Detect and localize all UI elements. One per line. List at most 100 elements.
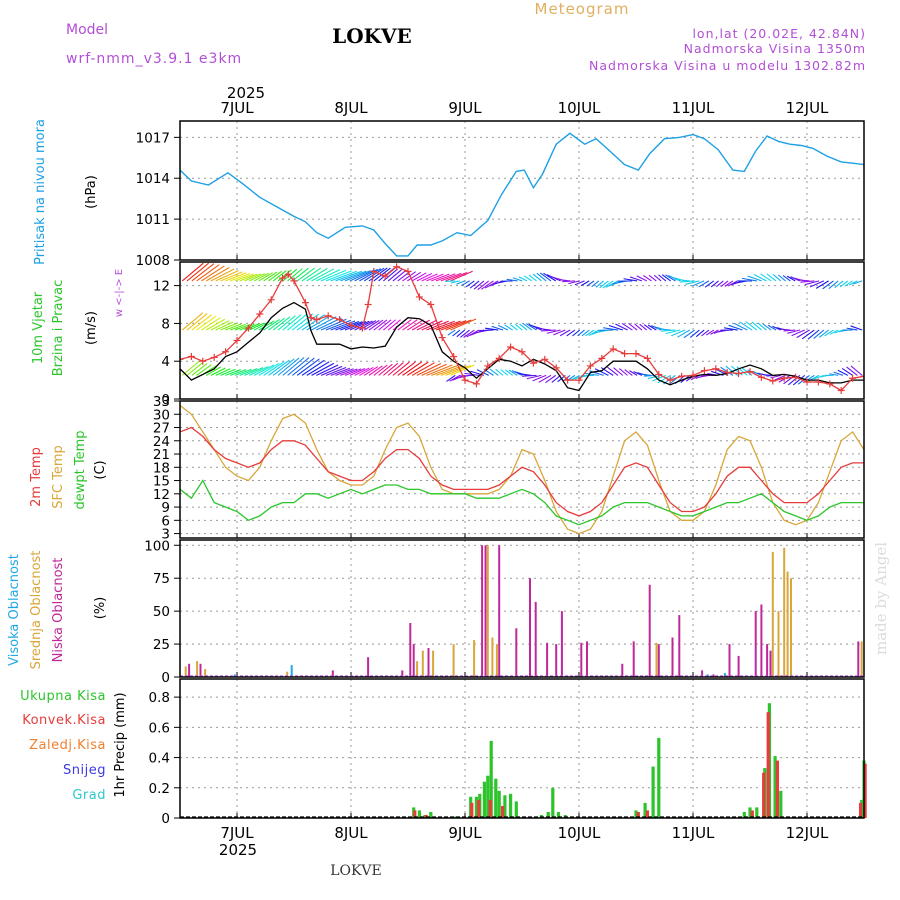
ytick-label: 4 xyxy=(161,354,170,370)
wind-arrow xyxy=(402,361,423,376)
wind-arrow xyxy=(459,374,475,377)
gust-marker xyxy=(609,345,617,353)
wind-arrow xyxy=(762,373,772,376)
niska-bar xyxy=(766,644,769,677)
niska-bar xyxy=(367,657,370,677)
wind-arrow xyxy=(205,366,221,376)
wind-arrow xyxy=(210,268,235,282)
temp2m-ylabel: 2m Temp xyxy=(29,447,44,507)
mslp-line xyxy=(180,132,864,257)
wind-arrow xyxy=(450,318,477,331)
wind-arrow xyxy=(538,374,552,383)
wind-arrow xyxy=(691,280,705,287)
wind-arrow xyxy=(447,329,456,336)
wind-arrow xyxy=(791,329,805,337)
wind-arrow xyxy=(551,374,561,383)
wind-arrow xyxy=(452,329,461,337)
gust-marker xyxy=(450,352,458,360)
gust-marker xyxy=(792,373,800,381)
gust-marker xyxy=(427,301,435,309)
gust-marker xyxy=(541,355,549,363)
wind-arrow xyxy=(540,329,556,332)
gust-marker xyxy=(415,293,423,301)
wind-arrow xyxy=(354,367,370,376)
konvek-bar xyxy=(636,812,640,818)
wind-arrow xyxy=(498,324,509,331)
srednja-bar xyxy=(786,571,789,677)
ytick-label: 15 xyxy=(153,474,170,490)
niska-bar xyxy=(555,644,558,677)
wind-arrow xyxy=(599,280,609,289)
wind-arrow xyxy=(446,374,456,382)
wind-arrow xyxy=(642,274,652,282)
wind-arrow xyxy=(263,271,278,282)
gust-marker xyxy=(364,301,372,309)
wind-arrow xyxy=(677,329,691,338)
wind-arrow xyxy=(445,319,472,331)
wind-arrow xyxy=(477,280,490,291)
wind-arrow xyxy=(215,270,239,282)
ukupna-bar xyxy=(514,801,518,818)
gust-marker xyxy=(586,362,594,370)
wind-arrow xyxy=(850,365,863,376)
visoka-bar xyxy=(290,665,293,677)
wind-arrow xyxy=(504,324,513,331)
wind-arrow xyxy=(495,368,504,376)
wind-arrow xyxy=(249,273,265,282)
wind-arrow xyxy=(783,374,796,385)
wind-arrow xyxy=(532,273,542,282)
wind-arrow xyxy=(234,323,251,331)
niska-bar xyxy=(621,663,624,677)
ytick-label: 0 xyxy=(161,811,170,827)
wind-arrow xyxy=(301,267,322,282)
gust-marker xyxy=(180,355,184,363)
wind-arrow xyxy=(277,315,296,331)
gust-marker xyxy=(803,378,811,386)
wind-arrow xyxy=(196,315,217,331)
wind-arrow xyxy=(239,273,258,282)
wind-arrow xyxy=(320,365,343,376)
altitude-label: Nadmorska Visina 1350m xyxy=(684,41,866,56)
visoka-bar xyxy=(233,674,236,677)
gust-marker xyxy=(529,359,537,367)
wind-arrow xyxy=(449,374,461,382)
ukupna-bar xyxy=(551,787,555,818)
wind-arrow xyxy=(724,280,734,287)
niska-bar xyxy=(632,641,635,677)
gust-marker xyxy=(199,357,207,365)
konvek-bar xyxy=(488,799,492,818)
wind-arrow xyxy=(229,369,247,376)
top-day-label: 9JUL xyxy=(448,99,482,117)
wind-arrow xyxy=(268,270,282,282)
ytick-label: 25 xyxy=(153,637,170,653)
wind-arrow xyxy=(585,329,595,337)
wind-arrow xyxy=(518,373,532,376)
konvek-bar xyxy=(501,805,505,818)
wind-arrow xyxy=(306,267,328,282)
wind-arrow xyxy=(416,362,442,376)
ytick-label: 8 xyxy=(161,316,170,332)
wind-arrow xyxy=(373,319,388,331)
wind-arrow xyxy=(521,374,537,377)
wind-arrow xyxy=(249,365,269,376)
meteogram-label: Meteogram xyxy=(535,0,630,18)
ytick-label: 3 xyxy=(161,527,170,543)
gust-marker xyxy=(655,370,663,378)
wind-arrow xyxy=(629,276,643,282)
gust-marker xyxy=(313,316,321,324)
wind-arrow xyxy=(220,368,236,376)
niska-bar xyxy=(737,655,740,677)
temp-unit: (C) xyxy=(93,460,108,479)
wind-arrow xyxy=(201,317,221,331)
wind-arrow xyxy=(325,367,347,376)
wind-arrow xyxy=(411,319,430,331)
wind-arrow xyxy=(445,280,456,282)
model-altitude-label: Nadmorska Visina u modelu 1302.82m xyxy=(589,58,866,73)
wind-arrow xyxy=(636,275,647,282)
srednja-bar xyxy=(473,640,476,677)
wind-arrow xyxy=(431,320,455,331)
credit-label: made by Angel xyxy=(872,542,890,655)
wind-arrow xyxy=(829,329,839,335)
niska-bar xyxy=(481,545,484,677)
wind-arrow xyxy=(234,368,252,376)
